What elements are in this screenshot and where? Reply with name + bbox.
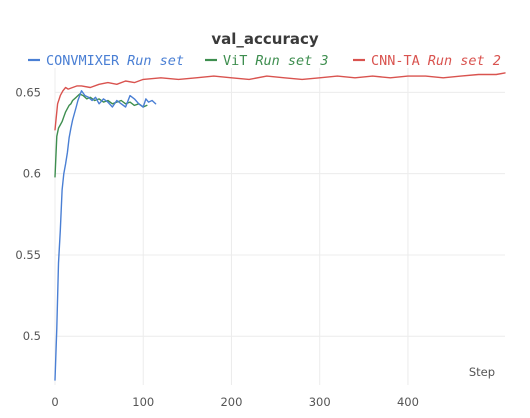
series-line-convmixer <box>54 90 157 381</box>
chart-legend: CONVMIXER Run set ViT Run set 3 CNN-TA Run se… <box>28 53 501 69</box>
legend-run-label: Run set 2 <box>428 53 501 69</box>
legend-label: CNN-TA Run set 2 <box>371 53 501 69</box>
x-tick-label: 200 <box>220 395 242 409</box>
y-tick-label: 0.55 <box>15 248 41 262</box>
legend-run-label: Run set 3 <box>255 53 328 69</box>
legend-series-name: ViT <box>223 53 247 69</box>
series-line-cnn-ta <box>54 72 506 131</box>
legend-item-vit[interactable]: ViT Run set 3 <box>205 53 329 69</box>
x-tick-label: 300 <box>309 395 331 409</box>
y-tick-label: 0.6 <box>23 167 41 181</box>
x-tick-label: 100 <box>132 395 154 409</box>
legend-series-name: CNN-TA <box>371 53 420 69</box>
legend-item-convmixer[interactable]: CONVMIXER Run set <box>28 53 184 69</box>
series-line-vit <box>54 93 148 178</box>
grid-lines <box>54 68 505 385</box>
x-axis-label: Step <box>469 365 495 379</box>
x-axis-ticks: 0 100 200 300 400 <box>51 395 419 409</box>
legend-run-label: Run set <box>127 53 184 69</box>
y-tick-label: 0.5 <box>23 329 41 343</box>
legend-label: CONVMIXER Run set <box>46 53 184 69</box>
series-lines <box>54 72 506 381</box>
legend-label: ViT Run set 3 <box>223 53 329 69</box>
legend-item-cnn-ta[interactable]: CNN-TA Run set 2 <box>353 53 501 69</box>
x-tick-label: 0 <box>51 395 58 409</box>
x-tick-label: 400 <box>397 395 419 409</box>
legend-series-name: CONVMIXER <box>46 53 120 69</box>
y-axis-ticks: 0.5 0.55 0.6 0.65 <box>15 85 41 343</box>
y-tick-label: 0.65 <box>15 85 41 99</box>
chart-title: val_accuracy <box>211 30 319 48</box>
